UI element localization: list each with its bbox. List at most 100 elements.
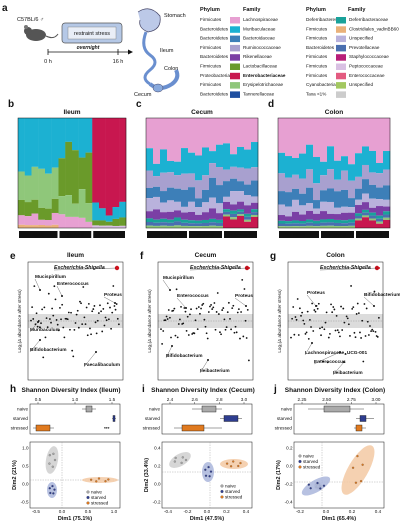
sample-point — [107, 478, 110, 481]
taxon-point — [174, 334, 177, 337]
bar-segment — [383, 211, 391, 215]
sample-point — [184, 458, 188, 462]
taxon-point — [331, 311, 334, 314]
taxon-point — [55, 319, 58, 321]
legend-family: Clostridiales_vadinBB60 — [349, 26, 399, 31]
taxon-point — [96, 319, 99, 322]
taxon-point — [201, 304, 204, 306]
taxon-point — [92, 308, 95, 310]
sample-point — [359, 480, 363, 483]
confidence-ellipse — [47, 482, 57, 498]
bar-segment — [327, 146, 335, 170]
taxon-point — [197, 306, 200, 308]
bar-segment — [92, 220, 100, 226]
bar-segment — [223, 169, 231, 182]
group-label: starved — [67, 233, 84, 239]
bar-segment — [230, 204, 238, 211]
bar-segment — [160, 202, 168, 213]
taxon-point — [213, 302, 216, 304]
legend-swatch — [230, 26, 240, 33]
taxon-point — [235, 331, 238, 334]
taxon-point — [333, 308, 336, 311]
bar-segment — [362, 215, 370, 218]
bar-segment — [237, 211, 245, 215]
bar-segment — [230, 178, 238, 192]
taxon-point — [84, 323, 87, 326]
bar-segment — [362, 164, 370, 180]
box — [112, 415, 116, 422]
taxon-point — [114, 308, 117, 311]
bar-segment — [24, 175, 32, 203]
panel-title: Shannon Diversity Index (Ileum) — [22, 387, 121, 394]
bar-segment — [292, 118, 300, 158]
bar-segment — [244, 216, 252, 220]
bar-segment — [341, 212, 349, 221]
bar-segment — [230, 154, 238, 167]
sample-point — [52, 492, 55, 495]
sample-point — [351, 466, 355, 469]
group-label: stressed — [11, 426, 29, 431]
bar-segment — [306, 187, 314, 204]
sample-point — [97, 477, 101, 480]
legend-marker — [220, 490, 224, 494]
legend-family: Muribaculaceae — [243, 26, 276, 31]
taxon-point — [309, 318, 311, 321]
taxon-point — [224, 328, 227, 331]
taxon-label: Enterococcus — [177, 293, 209, 299]
bar-segment — [105, 118, 113, 216]
organ-colon-label: Cecum — [134, 92, 152, 98]
legend-label: starved — [303, 459, 319, 464]
bar-segment — [334, 222, 342, 226]
gut-diagram — [137, 8, 180, 93]
taxon-point — [45, 317, 48, 319]
taxon-point-labeled — [378, 267, 380, 269]
bar-segment — [341, 206, 349, 213]
bar-segment — [31, 166, 39, 200]
bar-segment — [112, 118, 120, 208]
stacked-bar-chart-colon: d Colon naive starved stressed — [268, 99, 391, 239]
bar-segment — [376, 162, 384, 174]
mouse-strain-label: C57BL/6 ♂ — [17, 17, 44, 23]
bar-segment — [355, 153, 363, 177]
legend-family: Erysipelotrichaceae — [243, 82, 284, 87]
legend-family: Unspecified — [349, 82, 373, 87]
taxon-point — [247, 359, 250, 362]
panel-title: Shannon Diversity Index (Colon) — [285, 387, 385, 394]
bar-segment — [188, 220, 196, 224]
bar-segment — [216, 203, 224, 214]
bar-segment — [230, 210, 238, 214]
taxon-label: Escherichia-Shigella — [54, 265, 105, 271]
taxon-point — [290, 336, 292, 339]
bar-segment — [362, 193, 370, 203]
taxon-point — [104, 316, 107, 319]
bar-segment — [278, 173, 286, 192]
taxon-point — [176, 336, 179, 339]
bar-segment — [313, 226, 321, 228]
taxon-point — [206, 337, 209, 340]
taxon-point — [339, 335, 341, 338]
taxon-point — [357, 312, 360, 315]
taxon-point — [366, 320, 369, 323]
bar-segment — [292, 211, 300, 221]
group-label: starved — [145, 416, 161, 421]
taxon-point — [354, 336, 357, 339]
taxon-label: Ileibacterium — [333, 370, 363, 376]
taxon-point — [325, 311, 328, 314]
top-axis-tick: 2.8 — [216, 397, 223, 402]
legend-family: Enterobacteriaceae — [243, 73, 286, 78]
taxa-legend: Phylum Family Phylum Family Firmicutes La… — [200, 7, 399, 98]
taxon-point — [113, 305, 116, 307]
sample-point — [95, 480, 98, 483]
taxon-point — [310, 326, 312, 328]
legend-phylum: Firmicutes — [200, 45, 222, 50]
bar-segment — [334, 219, 342, 223]
bar-segment — [38, 168, 46, 208]
taxon-point — [369, 325, 371, 327]
bar-segment — [92, 202, 100, 221]
taxon-point — [116, 317, 119, 320]
taxon-point — [41, 308, 44, 311]
bar-segment — [181, 118, 189, 149]
bar-segment — [355, 218, 363, 221]
sample-point — [52, 452, 55, 455]
bar-segment — [292, 188, 300, 200]
